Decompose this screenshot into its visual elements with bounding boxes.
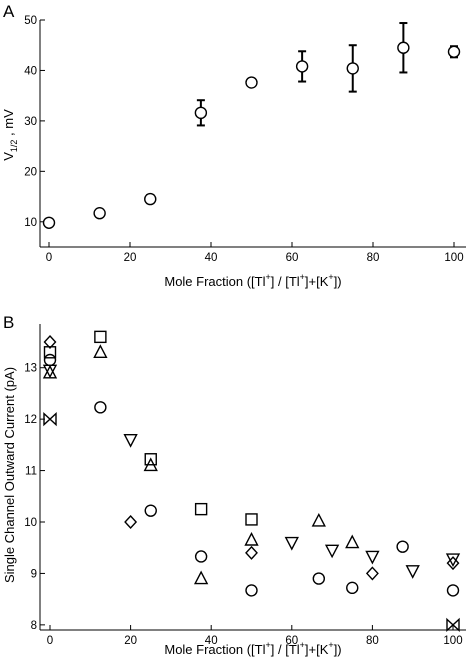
panel-b-point-triangle-down [123,434,138,448]
panel-b-x-tick-label: 100 [443,635,462,647]
panel-a-y-tick-label: 40 [24,65,37,77]
panel-a-point-circle [295,60,309,73]
panel-b-point-triangle-down [42,364,58,379]
panel-b-y-tick-label: 12 [24,414,37,426]
panel-a-y-tick-label: 20 [24,166,37,178]
panel-b-point-circle [396,540,409,553]
panel-a-point-circle [93,207,106,220]
panel-b-point-diamond [124,514,138,530]
panel-a-point-circle [42,216,56,229]
panel-b-point-triangle-up [143,457,158,472]
panel-a-x-tick-label: 0 [46,252,52,264]
panel-b-point-circle [346,581,359,595]
panel-b-point-circle [194,550,208,563]
panel-a-point-circle [144,192,157,206]
panel-a-point-circle [194,106,208,120]
panel-b-point-triangle-up [311,512,326,527]
panel-a-point-circle [346,62,359,75]
panel-b-x-tick-label: 0 [47,635,53,647]
panel-b-point-triangle-down [284,536,299,551]
panel-b-x-tick-label: 80 [366,635,379,647]
panel-a-x-axis-label: Mole Fraction ([Tl+] / [Tl+]+[K+]) [164,272,341,289]
panel-b-y-tick-label: 8 [31,620,37,632]
panel-b-point-triangle-up [93,344,108,358]
panel-b-ticks: 0 20 40 60 80 100 8 9 10 11 12 13 [24,363,462,647]
panel-a-marks [42,22,461,229]
panel-a-point-circle [397,41,410,54]
panel-b-point-circle [43,353,57,367]
panel-a-x-tick-label: 40 [205,252,218,264]
panel-a-y-tick-label: 10 [24,217,37,229]
panel-b-point-diamond [446,556,460,571]
panel-a-x-tick-label: 100 [444,252,463,264]
panel-b-point-circle [312,572,326,585]
panel-b-letter: B [3,313,14,332]
panel-b-point-square [194,502,208,516]
panel-a: A 0 20 40 60 80 100 10 20 30 40 50 Mole Fraction (… [1,2,466,289]
panel-b-y-tick-label: 10 [24,517,37,529]
panel-a-y-axis-label: V1/2 , mV [1,109,19,161]
panel-b-x-tick-label: 40 [205,635,218,647]
panel-b-point-diamond [43,334,57,350]
panel-a-y-tick-label: 30 [24,116,37,128]
panel-b-point-circle [144,504,157,517]
panel-b-y-tick-label: 13 [24,363,37,375]
panel-b-point-square [245,513,258,526]
panel-a-x-tick-label: 60 [286,252,299,264]
panel-b-point-diamond [245,545,258,560]
panel-b-point-triangle-down [405,565,420,579]
panel-b: B 0 20 40 60 80 100 8 9 10 11 12 13 Mole Fraction (… [2,313,466,657]
panel-b-point-square [94,330,107,344]
panel-b-y-tick-label: 9 [31,568,37,580]
panel-b-x-axis-label: Mole Fraction ([Tl+] / [Tl+]+[K+]) [164,640,341,657]
panel-a-x-tick-label: 80 [367,252,380,264]
panel-b-point-square [144,453,157,466]
panel-b-point-bowtie [43,412,57,427]
panel-b-point-circle [245,584,258,597]
panel-b-x-tick-label: 20 [124,635,137,647]
panel-b-point-circle [94,401,107,414]
panel-b-point-triangle-up [244,531,259,546]
panel-b-marks [42,330,461,632]
panel-b-y-axis-label: Single Channel Outward Current (pA) [2,367,17,583]
panel-a-y-tick-label: 50 [24,15,37,27]
panel-b-point-circle [446,584,460,597]
panel-a-point-circle [447,45,461,58]
panel-a-ticks: 0 20 40 60 80 100 10 20 30 40 50 [24,15,463,264]
panel-a-letter: A [3,2,15,21]
panel-a-x-tick-label: 20 [124,252,137,264]
panel-b-x-tick-label: 60 [285,635,298,647]
panel-b-point-diamond [365,566,379,581]
panel-b-point-triangle-up [345,534,360,549]
panel-b-point-triangle-down [324,544,340,559]
panel-b-point-triangle-up [193,570,209,585]
panel-b-y-tick-label: 11 [25,466,37,478]
panel-b-point-triangle-down [365,550,380,565]
panel-a-point-circle [245,76,258,89]
panel-b-point-bowtie [446,617,460,632]
panel-b-point-square [43,346,57,359]
